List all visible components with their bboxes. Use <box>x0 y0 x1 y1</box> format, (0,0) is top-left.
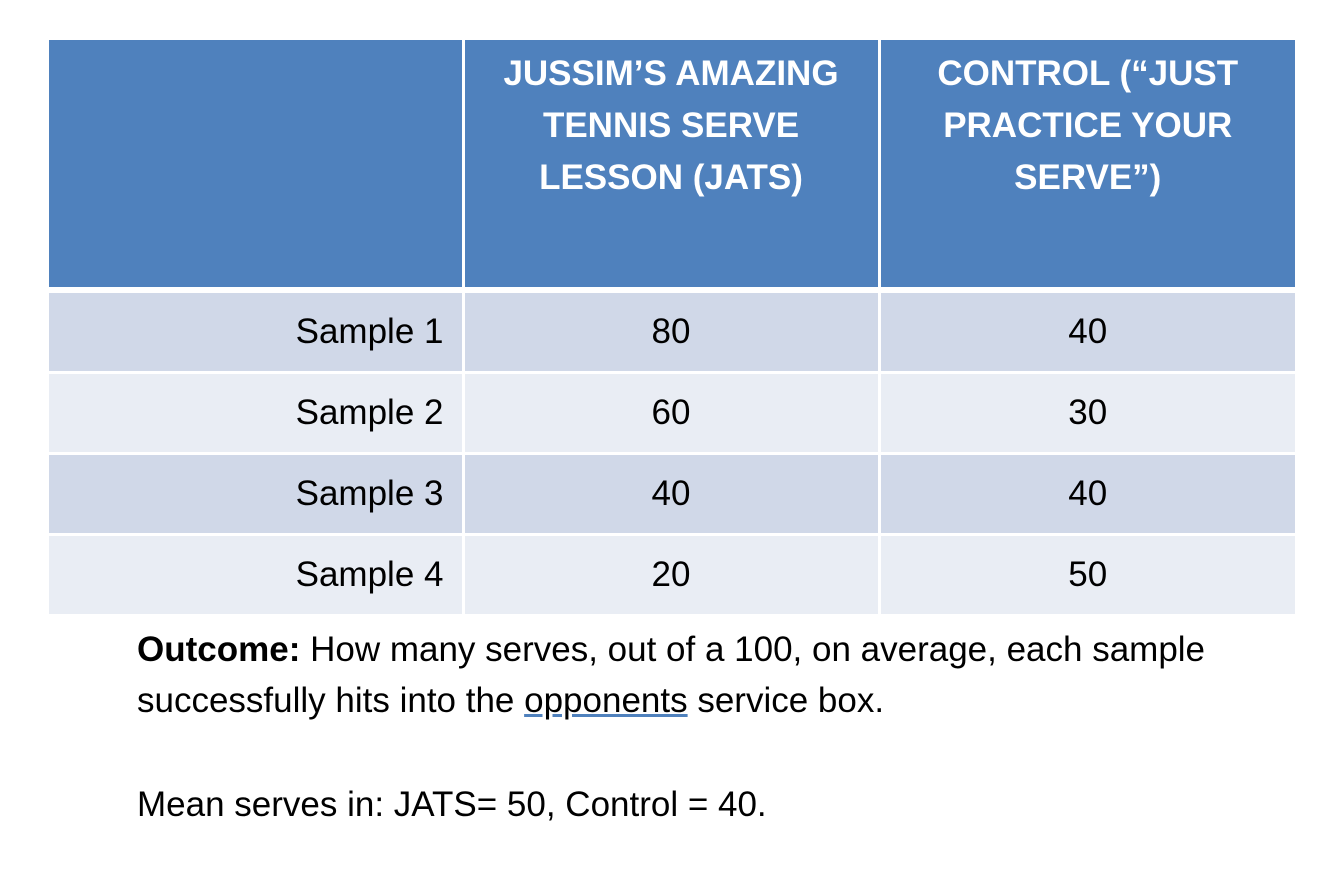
row-label: Sample 2 <box>49 371 465 455</box>
table-row: Sample 3 40 40 <box>49 452 1295 536</box>
outcome-paragraph: Outcome: How many serves, out of a 100, … <box>137 624 1287 726</box>
control-value: 40 <box>877 288 1295 374</box>
header-control: CONTROL (“JUST PRACTICE YOUR SERVE”) <box>877 40 1295 293</box>
header-empty-cell <box>49 40 465 293</box>
table-row: Sample 1 80 40 <box>49 288 1295 374</box>
header-control-label: CONTROL (“JUST PRACTICE YOUR SERVE”) <box>937 54 1239 197</box>
row-label: Sample 3 <box>49 452 465 536</box>
jats-value: 20 <box>461 533 881 614</box>
outcome-underlined-word: opponents <box>524 681 688 720</box>
row-label: Sample 1 <box>49 288 465 374</box>
jats-value: 40 <box>461 452 881 536</box>
header-jats-label: JUSSIM’S AMAZING TENNIS SERVE LESSON (JA… <box>503 54 839 197</box>
outcome-lead: Outcome: <box>137 630 301 669</box>
header-jats: JUSSIM’S AMAZING TENNIS SERVE LESSON (JA… <box>461 40 881 293</box>
control-value: 30 <box>877 371 1295 455</box>
outcome-text-after: service box. <box>687 681 885 720</box>
control-value: 40 <box>877 452 1295 536</box>
table-row: Sample 4 20 50 <box>49 533 1295 614</box>
mean-summary: Mean serves in: JATS= 50, Control = 40. <box>137 785 767 824</box>
table-header-row: JUSSIM’S AMAZING TENNIS SERVE LESSON (JA… <box>49 40 1295 293</box>
outcome-text-before: How many serves, out of a 100, on averag… <box>137 630 1206 720</box>
results-table: JUSSIM’S AMAZING TENNIS SERVE LESSON (JA… <box>49 40 1295 614</box>
control-value: 50 <box>877 533 1295 614</box>
jats-value: 60 <box>461 371 881 455</box>
row-label: Sample 4 <box>49 533 465 614</box>
table-row: Sample 2 60 30 <box>49 371 1295 455</box>
jats-value: 80 <box>461 288 881 374</box>
